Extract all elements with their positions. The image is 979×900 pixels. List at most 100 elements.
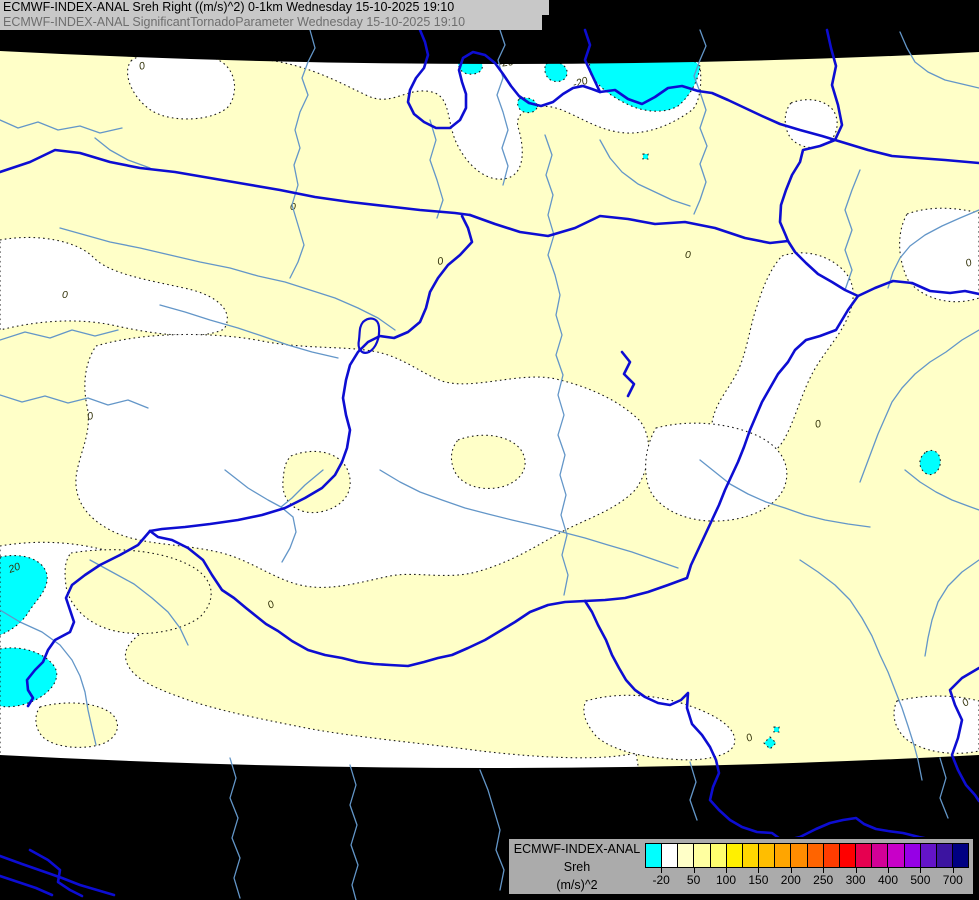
legend-model-name: ECMWF-INDEX-ANAL — [513, 842, 641, 856]
river-major — [0, 148, 472, 217]
contour-region-white — [75, 333, 650, 588]
contour-region-cyan — [517, 97, 538, 114]
river-major — [583, 294, 860, 603]
contour-region-cyan — [544, 61, 568, 83]
legend-tick-label: 500 — [910, 873, 931, 887]
legend-color-cell — [935, 844, 952, 867]
river-major — [28, 848, 84, 898]
legend-color-cell — [741, 844, 759, 867]
contour-region-yellow-island — [450, 434, 526, 490]
river-minor — [379, 469, 679, 569]
river-minor — [0, 394, 149, 409]
contour-region-white — [127, 51, 236, 120]
legend-tick-label: 250 — [813, 873, 834, 887]
lake-outline — [357, 317, 381, 354]
legend-color-cell — [774, 844, 791, 867]
river-minor — [0, 329, 119, 341]
river-minor — [799, 559, 923, 781]
river-major — [948, 666, 979, 803]
contour-region-cyan — [773, 726, 780, 733]
legend-tick-mark — [920, 868, 922, 873]
legend-color-cell — [951, 844, 969, 867]
river-major — [406, 28, 602, 130]
legend-color-cell — [709, 844, 726, 867]
river-major — [25, 529, 152, 708]
contour-region-white — [645, 422, 788, 522]
river-minor — [939, 757, 949, 819]
contour-label: 0 — [685, 249, 691, 261]
legend-color-cell — [758, 844, 775, 867]
river-minor — [479, 769, 505, 891]
contour-region-cyan — [919, 449, 941, 476]
river-minor — [224, 469, 297, 563]
legend-color-cell — [822, 844, 839, 867]
legend-color-cell — [871, 844, 888, 867]
contour-region-yellow-island — [64, 549, 212, 635]
contour-label: 0 — [86, 410, 94, 423]
legend-color-cell — [725, 844, 742, 867]
river-minor — [89, 559, 189, 646]
legend-color-cell — [919, 844, 936, 867]
legend-tick-mark — [726, 868, 727, 873]
legend-colorbar — [645, 843, 969, 868]
legend-units: (m/s)^2 — [556, 878, 598, 892]
contour-region-yellow-island — [282, 450, 351, 514]
river-minor — [429, 119, 444, 219]
contour-label: 0 — [960, 696, 972, 709]
legend-tick-mark — [952, 868, 954, 873]
legend-tick-label: 200 — [780, 873, 801, 887]
river-minor — [899, 31, 979, 89]
river-minor — [904, 469, 979, 511]
legend-tick-label: 100 — [715, 873, 737, 887]
contour-label: 0 — [964, 256, 974, 269]
river-minor — [0, 119, 123, 134]
projection-band-top — [0, 30, 979, 65]
river-major — [468, 213, 790, 245]
river-major — [148, 529, 587, 668]
river-minor — [229, 757, 241, 899]
river-minor — [924, 559, 979, 657]
contour-region-white — [899, 207, 979, 303]
legend-color-cell — [838, 844, 856, 867]
legend-color-cell — [887, 844, 904, 867]
river-minor — [280, 469, 324, 508]
legend-tick-mark — [790, 868, 792, 873]
river-minor — [693, 29, 708, 215]
river-major — [786, 239, 979, 298]
legend-tick-label: 400 — [877, 873, 899, 887]
contour-region-white — [583, 694, 736, 761]
river-minor — [59, 227, 396, 331]
legend-tick-mark — [661, 868, 663, 873]
river-minor — [496, 29, 509, 186]
contour-region-cyan — [763, 736, 777, 750]
contour-region-cyan — [0, 555, 48, 636]
legend-color-cell — [693, 844, 710, 867]
river-minor — [544, 134, 569, 596]
legend-tick-label: 150 — [748, 873, 769, 887]
contour-label: 0 — [436, 255, 444, 268]
river-minor — [689, 761, 698, 821]
contour-label: 0 — [266, 598, 277, 611]
contour-region-white — [0, 236, 228, 336]
legend-color-cell — [806, 844, 823, 867]
river-major — [148, 214, 474, 533]
river-minor — [349, 764, 359, 900]
legend-tick-mark — [693, 868, 695, 873]
river-minor — [859, 329, 979, 483]
legend-tick-mark — [855, 868, 857, 873]
river-major — [583, 599, 936, 843]
legend-tick-mark — [823, 868, 825, 873]
legend-tick-mark — [888, 868, 889, 873]
river-major — [0, 854, 116, 897]
legend-tick-mark — [758, 868, 760, 873]
map-title-secondary: ECMWF-INDEX-ANAL SignificantTornadoParam… — [0, 15, 542, 30]
river-minor — [289, 29, 316, 279]
legend-color-cell — [790, 844, 807, 867]
river-major — [620, 350, 636, 398]
contour-label: 0 — [814, 418, 823, 431]
contour-label: 20 — [6, 560, 22, 576]
contour-label: 0 — [744, 731, 755, 744]
river-minor — [599, 139, 691, 207]
